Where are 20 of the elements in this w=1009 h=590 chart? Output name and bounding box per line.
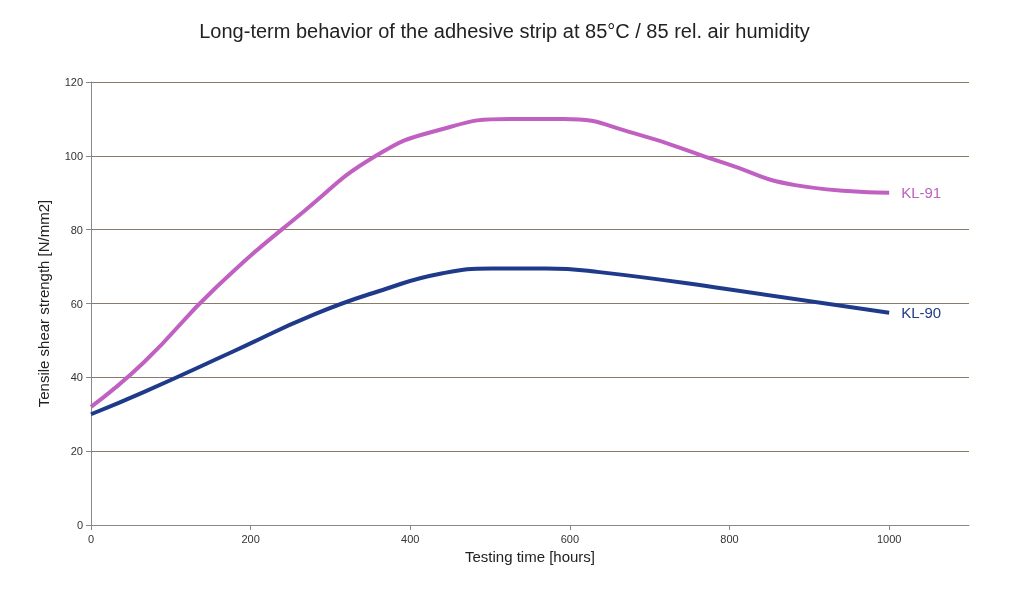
line-series [89,266,892,417]
y-tick-label: 80 [70,223,83,236]
x-tick-label: 200 [241,532,260,545]
x-tick-label: 1000 [876,532,902,545]
y-tick-label: 40 [70,371,83,384]
y-tick-label: 20 [70,445,83,458]
y-axis-title: Tensile shear strength [N/mm2] [35,199,52,408]
y-tick-label: 100 [64,149,83,162]
x-axis-title: Testing time [hours] [464,547,596,565]
line-series [89,116,892,409]
y-tick-label: 60 [70,297,83,310]
y-tick-label: 0 [76,519,83,531]
x-tick-label: 600 [560,532,580,545]
x-tick-label: 800 [720,532,739,545]
x-tick-label: 400 [401,532,420,545]
series-label: KL-91 [901,184,942,202]
chart-title: Long-term behavior of the adhesive strip at 85°C / 85 rel. air humidity [199,20,810,42]
x-tick-label: 0 [87,532,95,545]
series-label: KL-90 [901,304,942,322]
y-tick-label: 120 [64,76,83,88]
